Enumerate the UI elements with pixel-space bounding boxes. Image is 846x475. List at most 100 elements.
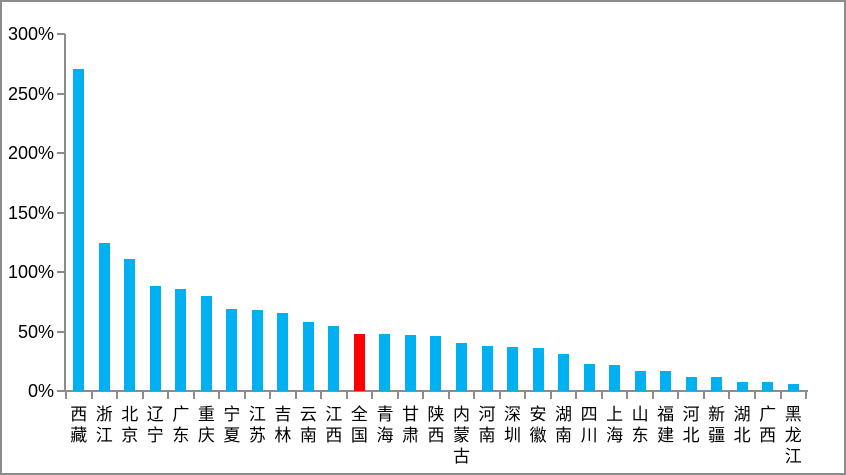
x-axis-tick-mark xyxy=(702,392,705,399)
x-axis-tick-mark xyxy=(779,392,782,399)
bar xyxy=(379,333,391,391)
bar-slot xyxy=(347,34,373,391)
x-axis-tick-mark xyxy=(345,392,348,399)
bar xyxy=(200,295,212,391)
bar xyxy=(762,381,774,391)
bar xyxy=(455,343,467,391)
y-axis-tick-mark xyxy=(57,92,65,95)
bar-slot xyxy=(270,34,296,391)
x-axis-category-label: 甘肃 xyxy=(401,405,419,445)
x-axis-tick-mark xyxy=(524,392,527,399)
x-axis-label-slot: 四川 xyxy=(576,404,602,467)
x-axis-tick-mark xyxy=(600,392,603,399)
x-axis-label-slot: 深圳 xyxy=(500,404,526,467)
bar-slot xyxy=(321,34,347,391)
x-axis-label-slot: 江西 xyxy=(321,404,347,467)
y-axis-tick-label: 150% xyxy=(7,202,54,223)
x-axis-category-label: 河南 xyxy=(478,405,496,445)
x-axis-category-label: 全国 xyxy=(350,405,368,445)
x-axis-label-slot: 甘肃 xyxy=(398,404,424,467)
x-axis-tick-mark xyxy=(447,392,450,399)
x-axis-category-label: 江西 xyxy=(325,405,343,445)
x-axis-label-slot: 重庆 xyxy=(194,404,220,467)
x-axis-label-slot: 西藏 xyxy=(66,404,92,467)
y-axis-tick-mark xyxy=(57,330,65,333)
x-axis-tick-mark xyxy=(805,392,807,399)
x-axis-category-label: 上海 xyxy=(606,405,624,445)
x-axis-label-slot: 浙江 xyxy=(92,404,118,467)
bar xyxy=(98,243,110,391)
bar xyxy=(481,345,493,391)
x-axis-tick-mark xyxy=(575,392,578,399)
plot-area xyxy=(66,34,806,391)
x-axis-label-slot: 宁夏 xyxy=(219,404,245,467)
bar-slot xyxy=(296,34,322,391)
x-axis-label-slot: 上海 xyxy=(602,404,628,467)
bar xyxy=(532,348,544,391)
x-axis-tick-mark xyxy=(167,392,170,399)
bar-slot xyxy=(474,34,500,391)
y-axis-tick-label: 100% xyxy=(7,262,54,282)
x-axis-tick-mark xyxy=(269,392,272,399)
bar-slot xyxy=(755,34,781,391)
x-axis-label-slot: 湖北 xyxy=(729,404,755,467)
x-axis-tick-mark xyxy=(371,392,374,399)
x-axis-label-slot: 北京 xyxy=(117,404,143,467)
x-axis-labels: 西藏 浙江 北京 辽宁 广东 重庆 宁夏 江苏 吉林 云南 江西 全国 青海 甘肃 陕西 内蒙古 河南 深圳 安徽湖… xyxy=(66,404,806,467)
x-axis-tick-mark xyxy=(396,392,399,399)
bar xyxy=(787,383,799,391)
x-axis-tick-mark xyxy=(728,392,731,399)
bar xyxy=(558,354,570,391)
x-axis-category-label: 吉林 xyxy=(274,405,292,445)
x-axis-category-label: 西藏 xyxy=(70,405,88,445)
x-axis-category-label: 浙江 xyxy=(95,405,113,445)
x-axis-label-slot: 河南 xyxy=(474,404,500,467)
bar xyxy=(685,376,697,391)
bar xyxy=(609,364,621,391)
bar xyxy=(711,376,723,391)
x-axis-category-label: 黑龙江 xyxy=(784,405,802,466)
x-axis-category-label: 深圳 xyxy=(504,405,522,445)
bar xyxy=(583,363,595,391)
x-axis-tick-mark xyxy=(294,392,297,399)
bar-slot xyxy=(678,34,704,391)
x-axis-tick-mark xyxy=(422,392,425,399)
x-axis-label-slot: 黑龙江 xyxy=(780,404,806,467)
bar-slot xyxy=(576,34,602,391)
x-axis-label-slot: 全国 xyxy=(347,404,373,467)
x-axis-label-slot: 青海 xyxy=(372,404,398,467)
x-axis-category-label: 广西 xyxy=(759,405,777,445)
y-axis-tick-mark xyxy=(57,390,65,392)
x-axis-category-label: 宁夏 xyxy=(223,405,241,445)
bar-slot xyxy=(372,34,398,391)
y-axis-tick-mark xyxy=(57,271,65,273)
y-axis-tick-label: 200% xyxy=(7,143,54,163)
y-axis-tick-label: 250% xyxy=(7,83,54,104)
bar-slot xyxy=(143,34,169,391)
bar-slot xyxy=(449,34,475,391)
bar xyxy=(175,288,187,391)
x-axis-category-label: 内蒙古 xyxy=(452,405,470,466)
x-axis-label-slot: 安徽 xyxy=(525,404,551,467)
bar-slot xyxy=(551,34,577,391)
x-axis-category-label: 河北 xyxy=(682,405,700,445)
bar-slot xyxy=(729,34,755,391)
y-axis-tick-label: 300% xyxy=(7,24,54,44)
x-axis-category-label: 新疆 xyxy=(708,405,726,445)
x-axis-tick-mark xyxy=(90,392,93,399)
bar xyxy=(73,68,85,391)
x-axis-label-slot: 辽宁 xyxy=(143,404,169,467)
bar-slot xyxy=(525,34,551,391)
bar xyxy=(251,310,263,391)
x-axis-label-slot: 广西 xyxy=(755,404,781,467)
x-axis-tick-mark xyxy=(218,392,221,399)
x-axis-category-label: 广东 xyxy=(172,405,190,445)
bar xyxy=(353,333,365,391)
bar xyxy=(404,335,416,391)
x-axis-tick-mark xyxy=(754,392,756,399)
x-axis-ticks xyxy=(64,392,808,400)
x-axis-tick-mark xyxy=(243,392,246,399)
y-axis-tick-mark xyxy=(57,211,65,214)
bar xyxy=(149,286,161,391)
